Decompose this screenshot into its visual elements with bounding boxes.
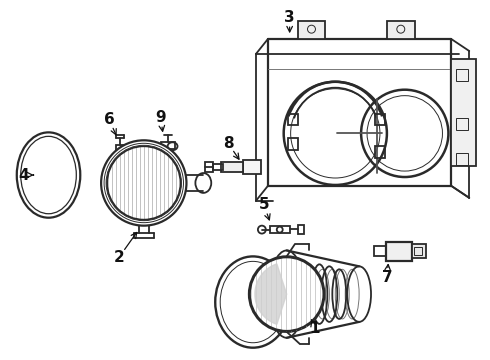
Text: 8: 8 [223,136,233,151]
Bar [205,162,213,172]
Bar [451,59,476,166]
Bar [456,118,468,130]
Text: 9: 9 [155,110,166,125]
Bar [387,21,415,39]
Bar [297,225,303,234]
Bar [288,138,297,150]
Text: 7: 7 [382,270,392,285]
Bar [414,247,421,255]
Bar [297,21,325,39]
Bar [456,69,468,81]
Text: 4: 4 [19,167,29,183]
Bar [374,247,386,256]
Circle shape [249,256,324,332]
Bar [456,153,468,165]
Bar [270,226,290,233]
Text: 3: 3 [284,10,295,25]
Polygon shape [255,264,287,324]
Bar [386,242,412,261]
Circle shape [101,140,187,226]
Bar [221,162,243,172]
Bar [213,164,223,170]
Text: 1: 1 [309,321,319,336]
Bar [243,160,261,174]
Bar [161,142,174,149]
Bar [375,146,385,158]
Text: 6: 6 [104,112,115,127]
Bar [288,113,297,125]
Circle shape [106,145,181,221]
Bar [116,145,125,151]
Text: 2: 2 [114,250,124,265]
Bar [412,244,426,258]
Text: 5: 5 [259,197,269,212]
Bar [375,113,385,125]
